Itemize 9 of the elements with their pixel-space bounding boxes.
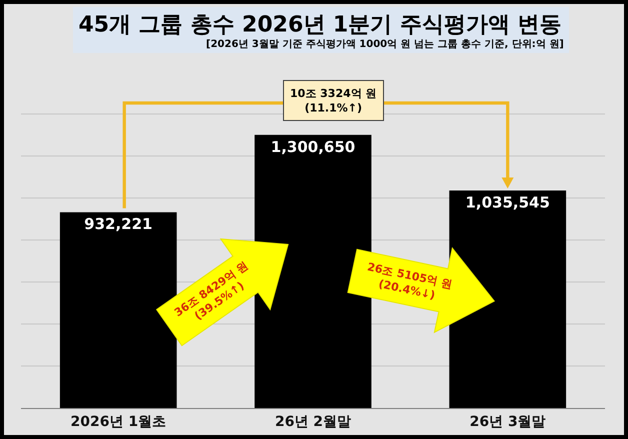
text: 10조 3324억 원 (11.1%↑) [290, 87, 377, 114]
data-label: 1,035,545 [465, 194, 550, 212]
chart-title: 45개 그룹 총수 2026년 1분기 주식평가액 변동 [78, 12, 562, 38]
x-tick-label: 26년 3월말 [470, 414, 546, 430]
data-label: 932,221 [84, 215, 152, 234]
x-tick-label: 2026년 1월초 [70, 414, 166, 430]
data-label: 1,300,650 [270, 138, 356, 156]
x-tick-label: 26년 2월말 [274, 414, 352, 430]
chart-subtitle: [2026년 3월말 기준 주식평가액 1000억 원 넘는 그룹 총수 기준, 단위:억 원] [206, 39, 564, 50]
